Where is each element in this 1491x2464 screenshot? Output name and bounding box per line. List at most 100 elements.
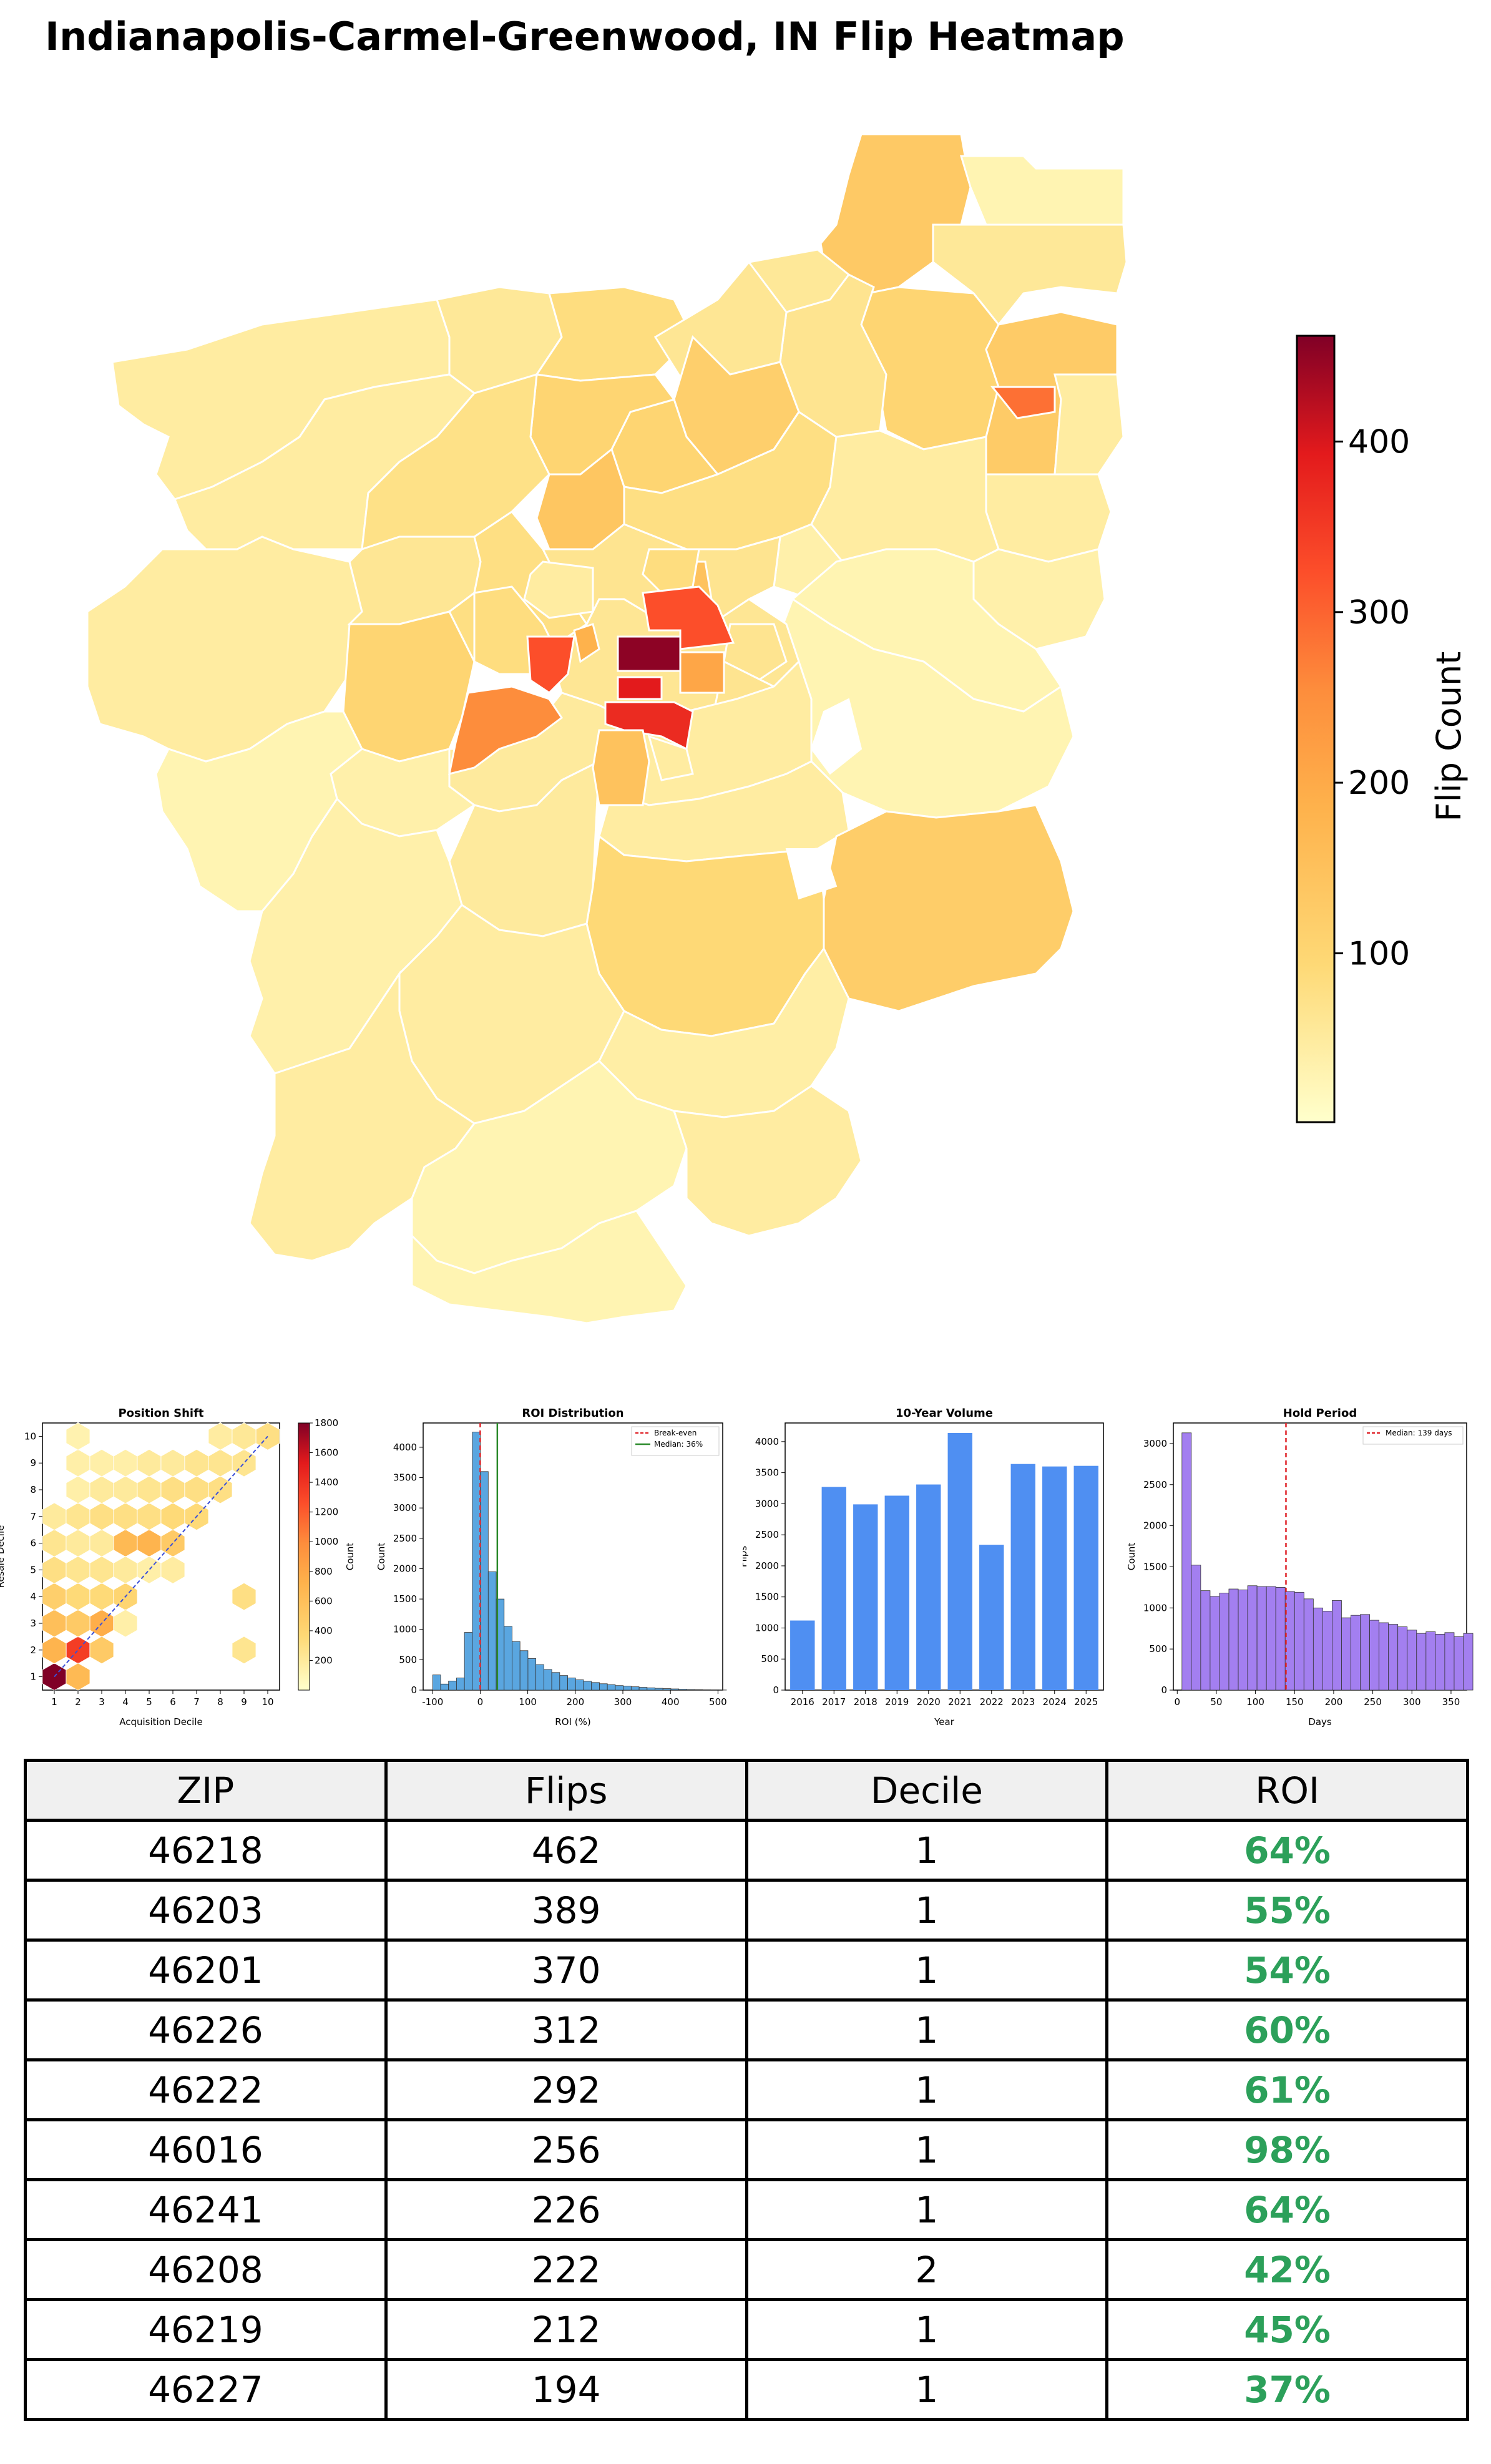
- y-axis-label: Flips: [743, 1546, 749, 1567]
- legend-label: Break-even: [654, 1429, 697, 1437]
- y-tick-label: 2000: [755, 1560, 779, 1572]
- y-tick-label: 8: [30, 1484, 36, 1495]
- y-tick-label: 1000: [1143, 1602, 1167, 1613]
- histogram-bar: [559, 1675, 568, 1691]
- hexbin-cell: [66, 1475, 90, 1504]
- x-tick-label: 0: [1174, 1696, 1180, 1708]
- table-cell: 46241: [24, 2178, 388, 2241]
- table-row: 46016 256 1 98%: [24, 2118, 1469, 2181]
- zip-region: [342, 610, 476, 763]
- histogram-bar: [638, 1687, 648, 1691]
- chart-title: Position Shift: [118, 1407, 203, 1420]
- colorbar-tick-label: 1800: [315, 1417, 338, 1429]
- y-tick-label: 1: [30, 1671, 36, 1683]
- volume-bar: [947, 1432, 972, 1690]
- table-cell: 212: [384, 2298, 748, 2361]
- hexbin-cell: [113, 1555, 138, 1584]
- volume-bar: [821, 1487, 846, 1690]
- zip-region-hot: [448, 685, 564, 776]
- colorbar-label: Flip Count: [1429, 652, 1469, 822]
- y-tick-label: 0: [773, 1684, 779, 1696]
- x-tick-label: 400: [662, 1696, 680, 1708]
- y-tick-label: 2: [30, 1645, 36, 1656]
- volume-bar: [916, 1484, 941, 1690]
- volume-bar: [1042, 1466, 1067, 1690]
- hexbin-colorbar: [298, 1422, 310, 1691]
- volume-bar: [853, 1504, 878, 1690]
- flip-count-colorbar: 100 200 300 400 Flip Count: [1296, 335, 1469, 1123]
- histogram-bar: [678, 1689, 687, 1691]
- table-cell: 1: [745, 1879, 1109, 1942]
- table-cell: 61%: [1105, 2058, 1469, 2121]
- histogram-bar: [1463, 1633, 1474, 1691]
- colorbar-label: Count: [345, 1543, 356, 1571]
- histogram-bar: [623, 1686, 632, 1691]
- table-cell: 60%: [1105, 1998, 1469, 2061]
- histogram-bar: [527, 1658, 537, 1691]
- zip-region: [932, 223, 1128, 326]
- table-cell: 226: [384, 2178, 748, 2241]
- y-tick-label: 0: [411, 1684, 417, 1696]
- colorbar-tick-label: 100: [1348, 935, 1410, 972]
- plot-frame: [785, 1422, 1104, 1691]
- zip-region: [523, 560, 594, 619]
- table-cell: 98%: [1105, 2118, 1469, 2181]
- histogram-bar: [1332, 1600, 1342, 1691]
- histogram-bar: [1181, 1432, 1192, 1691]
- column-header: Flips: [384, 1759, 748, 1822]
- table-cell: 64%: [1105, 1819, 1469, 1882]
- zip-region: [411, 1210, 688, 1324]
- hexbin-cell: [66, 1422, 90, 1450]
- colorbar-tick-label: 1200: [315, 1507, 338, 1518]
- table-header-row: ZIP Flips Decile ROI: [24, 1759, 1469, 1822]
- x-tick-label: 10: [262, 1696, 273, 1708]
- histogram-bar: [1379, 1622, 1389, 1691]
- x-tick-label: 50: [1210, 1696, 1222, 1708]
- x-tick-label: 350: [1442, 1696, 1460, 1708]
- x-tick-label: 1: [51, 1696, 57, 1708]
- colorbar-ticks: 100 200 300 400: [1334, 423, 1410, 972]
- histogram-bar: [1191, 1565, 1201, 1691]
- table-row: 46208 222 2 42%: [24, 2238, 1469, 2301]
- histogram-bar: [662, 1688, 672, 1691]
- volume-bar: [1010, 1464, 1035, 1690]
- zip-region-hot: [526, 635, 575, 694]
- histogram-bar: [432, 1674, 441, 1691]
- hexbin-cell: [232, 1422, 257, 1450]
- table-row: 46201 370 1 54%: [24, 1938, 1469, 2002]
- histogram-bar: [512, 1641, 521, 1691]
- y-tick-label: 3: [30, 1618, 36, 1629]
- table-cell: 2: [745, 2238, 1109, 2301]
- hexbin-cell: [137, 1502, 162, 1531]
- x-tick-label: 7: [193, 1696, 200, 1708]
- x-axis-label: Acquisition Decile: [119, 1716, 203, 1728]
- ten-year-volume-bar-chart: 10-Year Volume Year Flips 2016 2017 2018 2019 2…: [743, 1407, 1104, 1728]
- histogram-bar: [456, 1678, 465, 1691]
- x-tick-label: 250: [1364, 1696, 1382, 1708]
- histogram-bar: [591, 1682, 600, 1691]
- x-tick-label: 9: [241, 1696, 247, 1708]
- x-tick-label: 200: [1325, 1696, 1343, 1708]
- diagonal-reference-line: [54, 1435, 268, 1678]
- colorbar-tick-label: 200: [315, 1655, 333, 1666]
- hexbin-cell: [42, 1502, 67, 1531]
- histogram-bar: [1228, 1588, 1239, 1691]
- y-tick-label: 1000: [755, 1622, 779, 1633]
- zip-region: [1053, 373, 1125, 476]
- histogram-bar: [647, 1687, 655, 1691]
- chart-title: Hold Period: [1283, 1407, 1357, 1420]
- histogram-bar: [1266, 1586, 1276, 1691]
- table-cell: 46219: [24, 2298, 388, 2361]
- map-gap: [810, 698, 863, 775]
- histogram-bar: [1425, 1631, 1436, 1691]
- table-cell: 1: [745, 1938, 1109, 2002]
- table-cell: 46201: [24, 1938, 388, 2002]
- y-tick-label: 3500: [755, 1467, 779, 1479]
- x-tick-label: 2020: [917, 1696, 941, 1708]
- hexbin-cell: [160, 1475, 185, 1504]
- map-gap: [785, 848, 838, 900]
- histogram-bar: [1360, 1614, 1370, 1691]
- hexbin-cell: [89, 1529, 114, 1558]
- hexbin-cell: [42, 1529, 67, 1558]
- histogram-bar: [575, 1679, 584, 1691]
